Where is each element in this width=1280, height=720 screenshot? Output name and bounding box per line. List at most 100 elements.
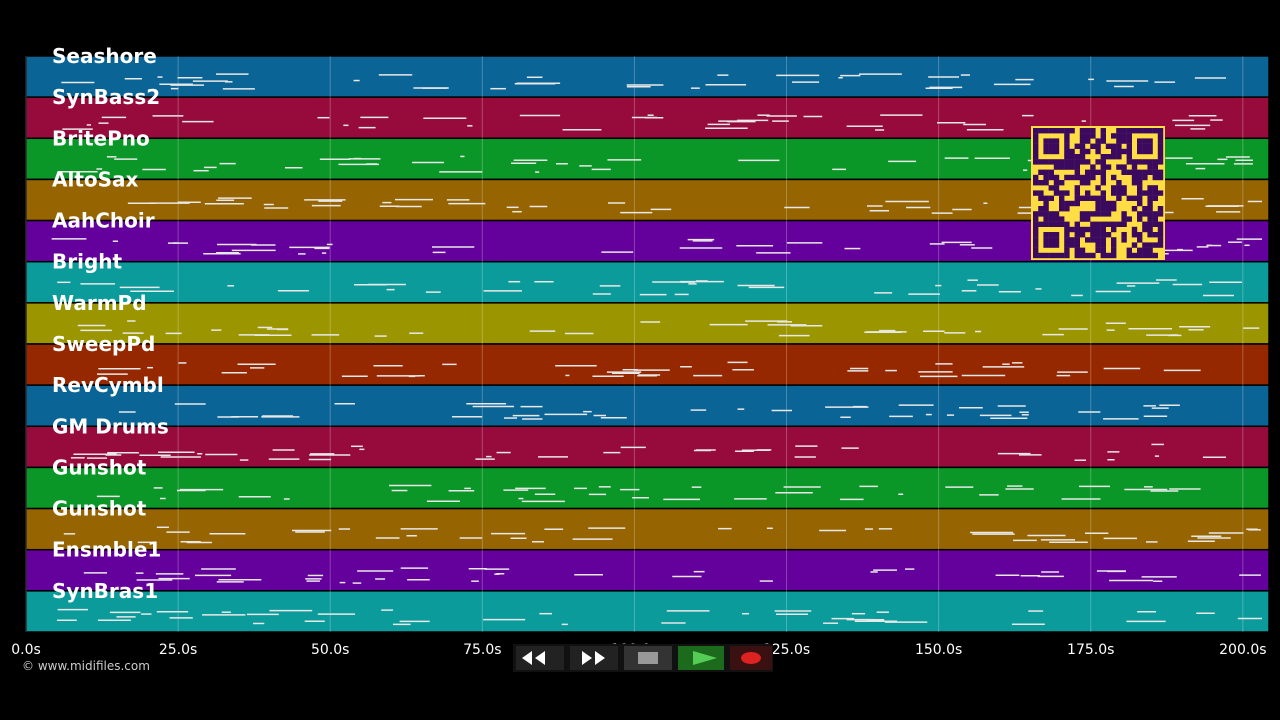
qr-module — [1142, 190, 1148, 196]
track-name: GM Drums — [52, 414, 169, 438]
qr-module — [1137, 169, 1143, 175]
qr-module — [1147, 195, 1153, 201]
qr-module — [1111, 185, 1117, 191]
track-name: SynBass2 — [52, 85, 160, 109]
track-name: Gunshot — [52, 455, 147, 479]
qr-module — [1033, 190, 1039, 196]
qr-module — [1147, 200, 1153, 207]
qr-module — [1105, 200, 1112, 207]
play-button[interactable] — [678, 646, 724, 670]
qr-module — [1069, 242, 1075, 248]
qr-module — [1033, 216, 1039, 222]
qr-module — [1111, 148, 1117, 155]
qr-module — [1085, 133, 1091, 139]
qr-module — [1033, 252, 1039, 259]
qr-module — [1064, 174, 1070, 181]
qr-module — [1157, 226, 1164, 233]
qr-module — [1090, 211, 1096, 217]
qr-module — [1053, 138, 1060, 144]
tick-label: 50.0s — [311, 642, 349, 658]
rewind-button[interactable] — [516, 646, 564, 670]
qr-module — [1142, 247, 1148, 253]
qr-module — [1111, 143, 1117, 149]
qr-module — [1137, 190, 1143, 196]
qr-module — [1152, 195, 1158, 201]
stop-button[interactable] — [624, 646, 672, 670]
qr-module — [1126, 154, 1132, 160]
qr-module — [1152, 190, 1158, 196]
qr-module — [1100, 138, 1106, 144]
qr-module — [1137, 180, 1143, 186]
qr-module — [1085, 226, 1091, 233]
forward-button[interactable] — [570, 646, 618, 670]
qr-module — [1100, 174, 1106, 181]
qr-module — [1095, 221, 1101, 227]
qr-module — [1131, 206, 1138, 212]
qr-module — [1074, 143, 1080, 149]
qr-module — [1111, 190, 1117, 196]
qr-module — [1157, 148, 1164, 155]
qr-module — [1116, 221, 1122, 227]
qr-module — [1116, 164, 1122, 170]
qr-module — [1126, 138, 1132, 144]
qr-module — [1157, 133, 1164, 139]
qr-module — [1152, 128, 1158, 134]
qr-module — [1121, 169, 1127, 175]
qr-module — [1147, 164, 1153, 170]
qr-module — [1131, 242, 1138, 248]
qr-module — [1038, 159, 1044, 165]
qr-module — [1116, 143, 1122, 149]
qr-module — [1085, 148, 1091, 155]
qr-module — [1043, 159, 1049, 165]
qr-module — [1105, 154, 1112, 160]
qr-module — [1095, 247, 1101, 253]
qr-module — [1064, 128, 1070, 134]
qr-module — [1079, 211, 1086, 217]
qr-module — [1095, 200, 1101, 207]
qr-module — [1095, 206, 1101, 212]
qr-module — [1142, 221, 1148, 227]
qr-module — [1147, 143, 1153, 149]
qr-module — [1085, 211, 1091, 217]
qr-module — [1038, 195, 1044, 201]
qr-module — [1043, 174, 1049, 181]
qr-module — [1137, 211, 1143, 217]
qr-module — [1152, 159, 1158, 165]
qr-module — [1142, 226, 1148, 233]
qr-module — [1100, 242, 1106, 248]
qr-module — [1033, 128, 1039, 134]
qr-module — [1074, 200, 1080, 207]
qr-module — [1111, 200, 1117, 207]
qr-module — [1111, 242, 1117, 248]
qr-module — [1033, 180, 1039, 186]
qr-module — [1095, 226, 1101, 233]
qr-module — [1033, 143, 1039, 149]
qr-module — [1048, 237, 1054, 243]
qr-module — [1126, 169, 1132, 175]
qr-module — [1090, 169, 1096, 175]
tick-label: 175.0s — [1067, 642, 1114, 658]
qr-module — [1137, 185, 1143, 191]
qr-module — [1157, 211, 1164, 217]
qr-module — [1074, 169, 1080, 175]
qr-module — [1090, 164, 1096, 170]
qr-module — [1064, 143, 1070, 149]
qr-module — [1090, 232, 1096, 238]
qr-module — [1121, 128, 1127, 134]
qr-module — [1111, 226, 1117, 233]
qr-module — [1131, 232, 1138, 238]
qr-module — [1090, 128, 1096, 134]
qr-module — [1074, 159, 1080, 165]
qr-module — [1069, 174, 1075, 181]
qr-module — [1131, 128, 1138, 134]
qr-module — [1157, 232, 1164, 238]
qr-module — [1033, 133, 1039, 139]
record-button[interactable] — [730, 646, 772, 670]
qr-module — [1157, 143, 1164, 149]
qr-module — [1079, 159, 1086, 165]
qr-module — [1033, 237, 1039, 243]
qr-module — [1090, 133, 1096, 139]
qr-module — [1053, 128, 1060, 134]
qr-module — [1147, 138, 1153, 144]
qr-module — [1147, 226, 1153, 233]
